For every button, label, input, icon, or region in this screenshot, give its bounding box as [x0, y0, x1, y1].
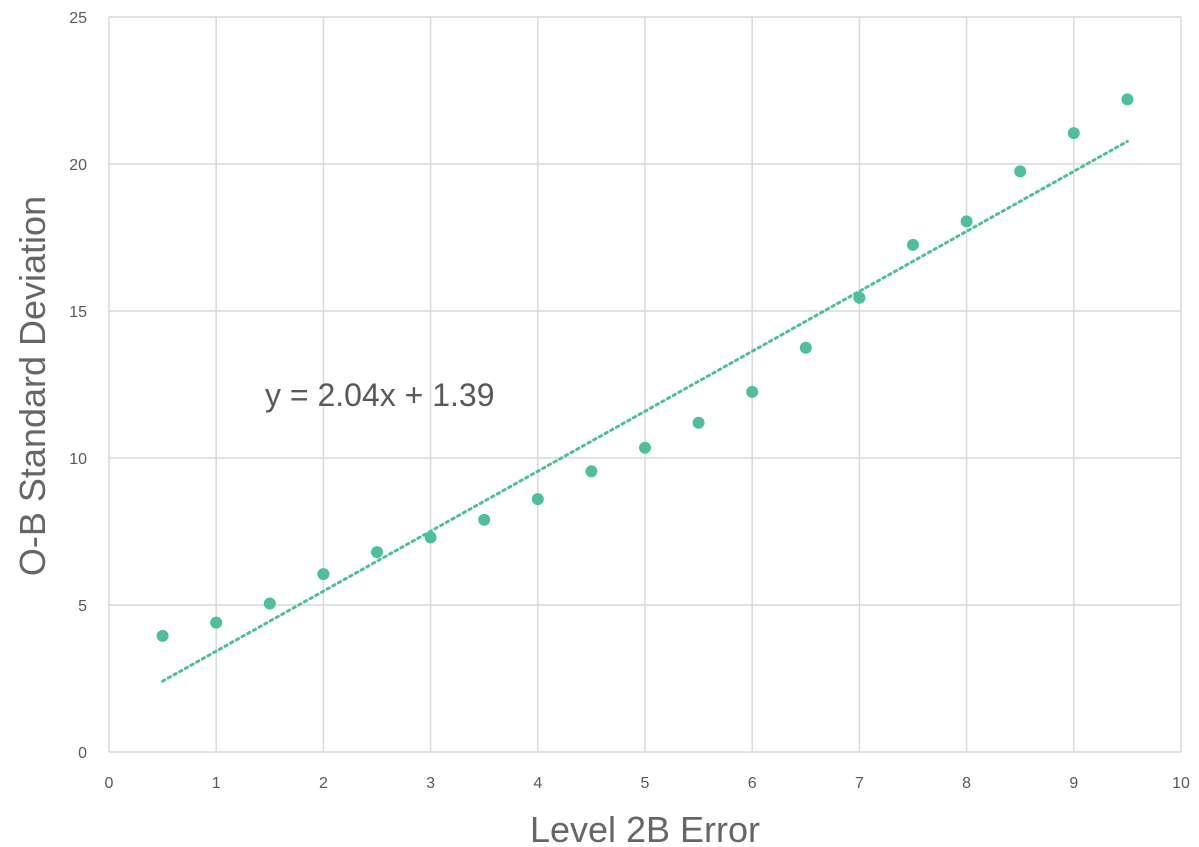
x-tick-label: 7 — [855, 775, 864, 792]
tick-labels: 0 1 2 3 4 5 6 7 8 9 10 0 5 10 15 20 25 — [69, 10, 1190, 792]
x-tick-label: 5 — [641, 775, 650, 792]
y-tick-label: 5 — [78, 598, 87, 615]
data-point — [907, 238, 919, 251]
data-point — [1121, 93, 1134, 106]
data-point — [317, 568, 330, 581]
data-point — [478, 513, 491, 526]
y-tick-label: 10 — [69, 451, 87, 468]
y-tick-label: 20 — [69, 157, 87, 174]
data-point — [263, 597, 276, 610]
data-points — [156, 93, 1134, 642]
x-tick-label: 2 — [319, 775, 328, 792]
data-point — [746, 385, 759, 398]
data-point — [799, 341, 812, 354]
x-tick-label: 9 — [1069, 775, 1078, 792]
y-tick-label: 25 — [69, 10, 87, 27]
data-point — [692, 416, 705, 429]
data-point — [1014, 165, 1027, 178]
x-tick-label: 10 — [1172, 775, 1190, 792]
y-tick-label: 0 — [78, 745, 87, 762]
x-tick-label: 6 — [748, 775, 757, 792]
x-axis-title: Level 2B Error — [530, 809, 760, 847]
x-tick-label: 1 — [212, 775, 221, 792]
trendline-equation: y = 2.04x + 1.39 — [265, 377, 495, 413]
data-point — [156, 629, 169, 642]
data-point — [210, 616, 223, 629]
trendline-group — [161, 139, 1129, 683]
data-point — [639, 441, 651, 454]
x-tick-label: 3 — [426, 775, 435, 792]
x-tick-label: 8 — [962, 775, 971, 792]
grid — [108, 16, 1182, 753]
x-tick-label: 4 — [533, 775, 542, 792]
data-point — [371, 546, 383, 559]
data-point — [853, 291, 866, 304]
trendline — [161, 139, 1129, 683]
data-point — [531, 493, 544, 506]
y-tick-label: 15 — [69, 304, 87, 321]
x-tick-label: 0 — [105, 775, 114, 792]
data-point — [585, 465, 598, 478]
data-point — [960, 215, 973, 228]
data-point — [424, 531, 437, 544]
data-point — [1067, 127, 1080, 140]
y-axis-title: O-B Standard Deviation — [12, 196, 53, 576]
